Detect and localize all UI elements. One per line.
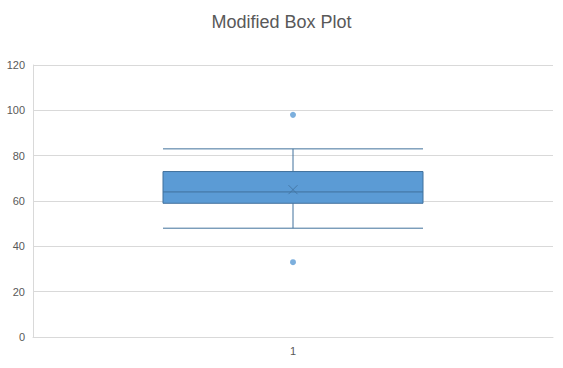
- svg-text:100: 100: [7, 104, 25, 116]
- svg-text:20: 20: [13, 286, 25, 298]
- svg-text:Modified Box Plot: Modified Box Plot: [211, 12, 351, 32]
- svg-text:80: 80: [13, 150, 25, 162]
- svg-text:1: 1: [290, 345, 296, 357]
- svg-text:120: 120: [7, 59, 25, 71]
- svg-text:0: 0: [19, 331, 25, 343]
- svg-text:60: 60: [13, 195, 25, 207]
- svg-text:40: 40: [13, 240, 25, 252]
